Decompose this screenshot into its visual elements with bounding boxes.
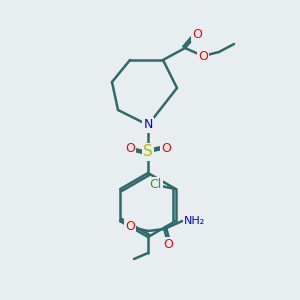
Text: Cl: Cl (150, 178, 162, 191)
Text: S: S (143, 145, 153, 160)
Text: O: O (161, 142, 171, 154)
Text: NH₂: NH₂ (184, 216, 206, 226)
Text: O: O (125, 142, 135, 154)
Text: O: O (163, 238, 173, 251)
Text: N: N (143, 118, 153, 131)
Text: O: O (125, 220, 135, 233)
Text: O: O (198, 50, 208, 62)
Text: O: O (192, 28, 202, 40)
